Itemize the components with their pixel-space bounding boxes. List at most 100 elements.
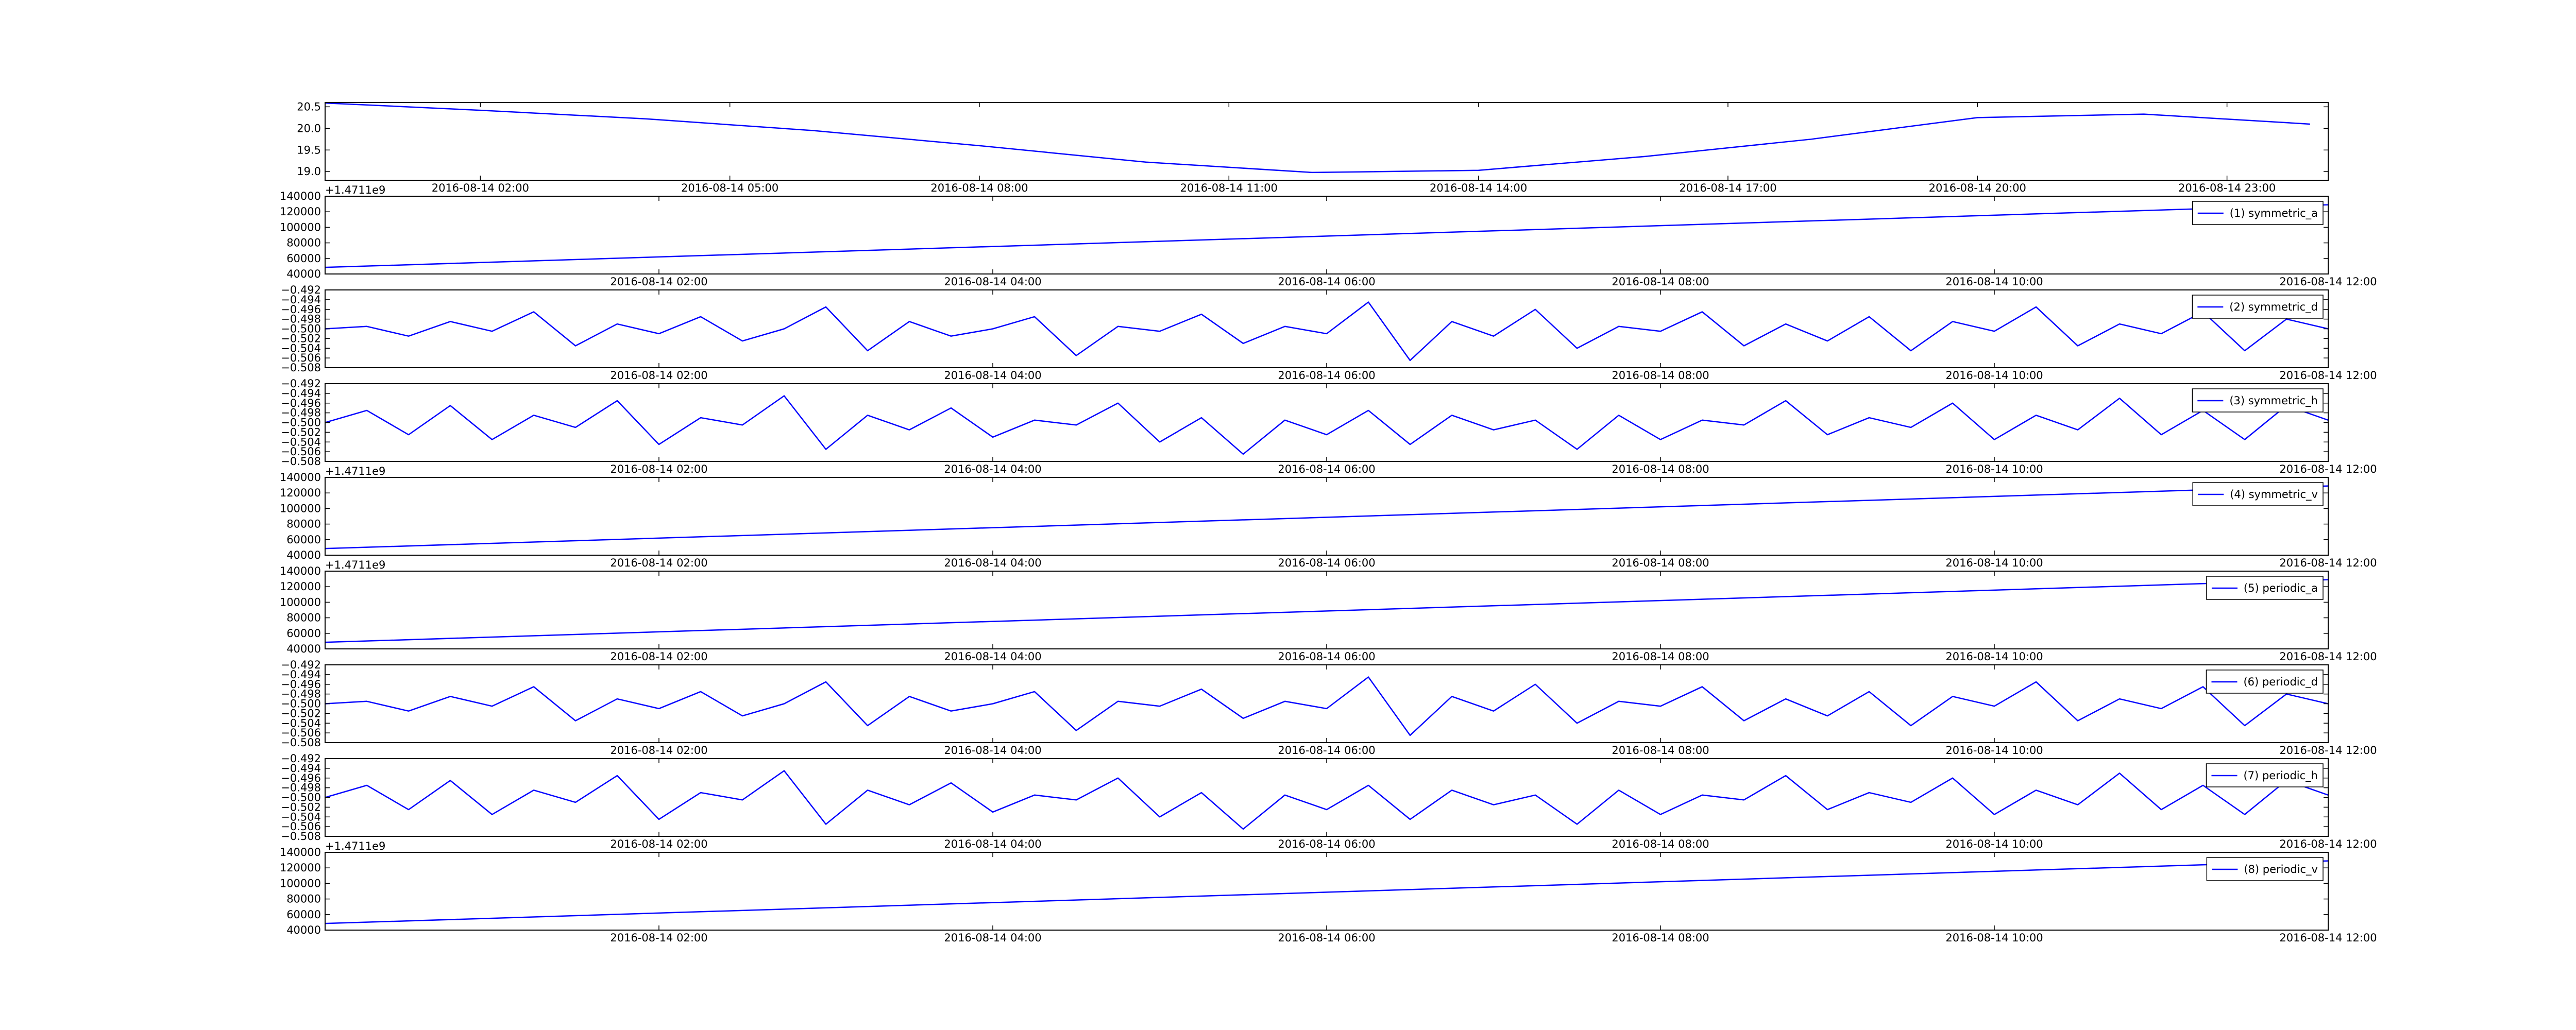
y-tick-label: −0.496 xyxy=(281,678,321,691)
x-tick-label: 2016-08-14 08:00 xyxy=(930,182,1028,194)
legend-label: (7) periodic_h xyxy=(2243,769,2318,782)
x-tick-label: 2016-08-14 04:00 xyxy=(944,463,1041,475)
y-tick-label: −0.492 xyxy=(281,284,321,296)
x-tick-label: 2016-08-14 04:00 xyxy=(944,744,1041,757)
y-tick-label: −0.506 xyxy=(281,820,321,833)
x-tick-label: 2016-08-14 10:00 xyxy=(1945,369,2043,382)
x-tick-label: 2016-08-14 04:00 xyxy=(944,557,1041,569)
y-tick-label: −0.494 xyxy=(281,668,321,681)
x-tick-label: 2016-08-14 06:00 xyxy=(1278,744,1375,757)
data-line xyxy=(325,860,2328,924)
x-tick-label: 2016-08-14 08:00 xyxy=(1612,276,1709,288)
x-tick-label: 2016-08-14 06:00 xyxy=(1278,369,1375,382)
y-tick-label: −0.498 xyxy=(281,313,321,325)
y-tick-label: 80000 xyxy=(286,518,321,530)
y-tick-label: 140000 xyxy=(280,190,321,202)
data-line xyxy=(325,102,2311,174)
y-tick-label: −0.506 xyxy=(281,727,321,739)
y-tick-label: −0.498 xyxy=(281,782,321,794)
y-tick-label: 120000 xyxy=(280,580,321,593)
x-tick-label: 2016-08-14 08:00 xyxy=(1612,463,1709,475)
legend-label: (4) symmetric_v xyxy=(2230,488,2318,501)
x-tick-label: 2016-08-14 02:00 xyxy=(610,369,707,382)
y-tick-label: −0.496 xyxy=(281,397,321,409)
x-tick-label: 2016-08-14 08:00 xyxy=(1612,557,1709,569)
x-tick-label: 2016-08-14 12:00 xyxy=(2279,276,2377,288)
x-tick-label: 2016-08-14 06:00 xyxy=(1278,276,1375,288)
y-tick-label: 120000 xyxy=(280,862,321,874)
x-tick-label: 2016-08-14 04:00 xyxy=(944,369,1041,382)
y-tick-label: −0.496 xyxy=(281,772,321,784)
x-tick-label: 2016-08-14 12:00 xyxy=(2279,463,2377,475)
x-tick-label: 2016-08-14 12:00 xyxy=(2279,932,2377,944)
data-line xyxy=(325,770,2328,830)
x-tick-label: 2016-08-14 08:00 xyxy=(1612,932,1709,944)
y-tick-label: −0.506 xyxy=(281,352,321,364)
x-tick-label: 2016-08-14 02:00 xyxy=(610,463,707,475)
y-tick-label: 140000 xyxy=(280,471,321,484)
y-tick-label: −0.508 xyxy=(281,830,321,843)
y-tick-label: 80000 xyxy=(286,893,321,905)
x-tick-label: 2016-08-14 04:00 xyxy=(944,838,1041,850)
y-tick-label: 100000 xyxy=(280,502,321,514)
x-tick-label: 2016-08-14 06:00 xyxy=(1278,838,1375,850)
x-tick-label: 2016-08-14 10:00 xyxy=(1945,838,2043,850)
y-tick-label: −0.504 xyxy=(281,342,321,354)
y-tick-label: 100000 xyxy=(280,596,321,608)
x-tick-label: 2016-08-14 11:00 xyxy=(1180,182,1278,194)
x-tick-label: 2016-08-14 06:00 xyxy=(1278,932,1375,944)
y-tick-label: 120000 xyxy=(280,205,321,218)
y-tick-label: −0.498 xyxy=(281,688,321,700)
x-tick-label: 2016-08-14 20:00 xyxy=(1929,182,2026,194)
x-tick-label: 2016-08-14 02:00 xyxy=(432,182,529,194)
x-tick-label: 2016-08-14 08:00 xyxy=(1612,838,1709,850)
x-tick-label: 2016-08-14 02:00 xyxy=(610,557,707,569)
y-tick-label: 60000 xyxy=(286,908,321,921)
x-tick-label: 2016-08-14 02:00 xyxy=(610,650,707,663)
y-tick-label: 60000 xyxy=(286,252,321,265)
x-tick-label: 2016-08-14 08:00 xyxy=(1612,650,1709,663)
x-tick-label: 2016-08-14 02:00 xyxy=(610,744,707,757)
y-tick-label: −0.494 xyxy=(281,387,321,400)
y-tick-label: −0.498 xyxy=(281,407,321,419)
x-tick-label: 2016-08-14 06:00 xyxy=(1278,463,1375,475)
y-tick-label: 100000 xyxy=(280,221,321,233)
y-tick-label: −0.508 xyxy=(281,455,321,468)
x-tick-label: 2016-08-14 02:00 xyxy=(610,932,707,944)
y-tick-label: −0.508 xyxy=(281,736,321,749)
y-tick-label: −0.502 xyxy=(281,332,321,345)
y-offset-label: +1.4711e9 xyxy=(325,559,385,571)
x-tick-label: 2016-08-14 10:00 xyxy=(1945,276,2043,288)
y-offset-label: +1.4711e9 xyxy=(325,465,385,477)
y-tick-label: 140000 xyxy=(280,846,321,859)
x-tick-label: 2016-08-14 12:00 xyxy=(2279,369,2377,382)
x-tick-label: 2016-08-14 06:00 xyxy=(1278,650,1375,663)
x-tick-label: 2016-08-14 10:00 xyxy=(1945,932,2043,944)
y-tick-label: −0.508 xyxy=(281,362,321,374)
y-offset-label: +1.4711e9 xyxy=(325,840,385,852)
y-tick-label: −0.500 xyxy=(281,698,321,710)
legend-label: (3) symmetric_h xyxy=(2229,394,2318,407)
x-tick-label: 2016-08-14 08:00 xyxy=(1612,369,1709,382)
x-tick-label: 2016-08-14 08:00 xyxy=(1612,744,1709,757)
data-line xyxy=(325,301,2328,362)
x-tick-label: 2016-08-14 02:00 xyxy=(610,276,707,288)
y-tick-label: −0.492 xyxy=(281,752,321,765)
y-tick-label: −0.504 xyxy=(281,436,321,448)
x-tick-label: 2016-08-14 23:00 xyxy=(2178,182,2276,194)
y-tick-label: 40000 xyxy=(286,268,321,280)
y-tick-label: 19.5 xyxy=(297,144,321,156)
legend-label: (2) symmetric_d xyxy=(2229,301,2318,314)
x-tick-label: 2016-08-14 05:00 xyxy=(681,182,778,194)
y-tick-label: −0.500 xyxy=(281,417,321,429)
data-line xyxy=(325,204,2328,268)
y-tick-label: 20.0 xyxy=(297,122,321,134)
y-tick-label: −0.496 xyxy=(281,303,321,316)
y-tick-label: 60000 xyxy=(286,534,321,546)
y-tick-label: 40000 xyxy=(286,549,321,561)
data-line xyxy=(325,579,2328,643)
x-tick-label: 2016-08-14 06:00 xyxy=(1278,557,1375,569)
y-tick-label: 60000 xyxy=(286,627,321,640)
